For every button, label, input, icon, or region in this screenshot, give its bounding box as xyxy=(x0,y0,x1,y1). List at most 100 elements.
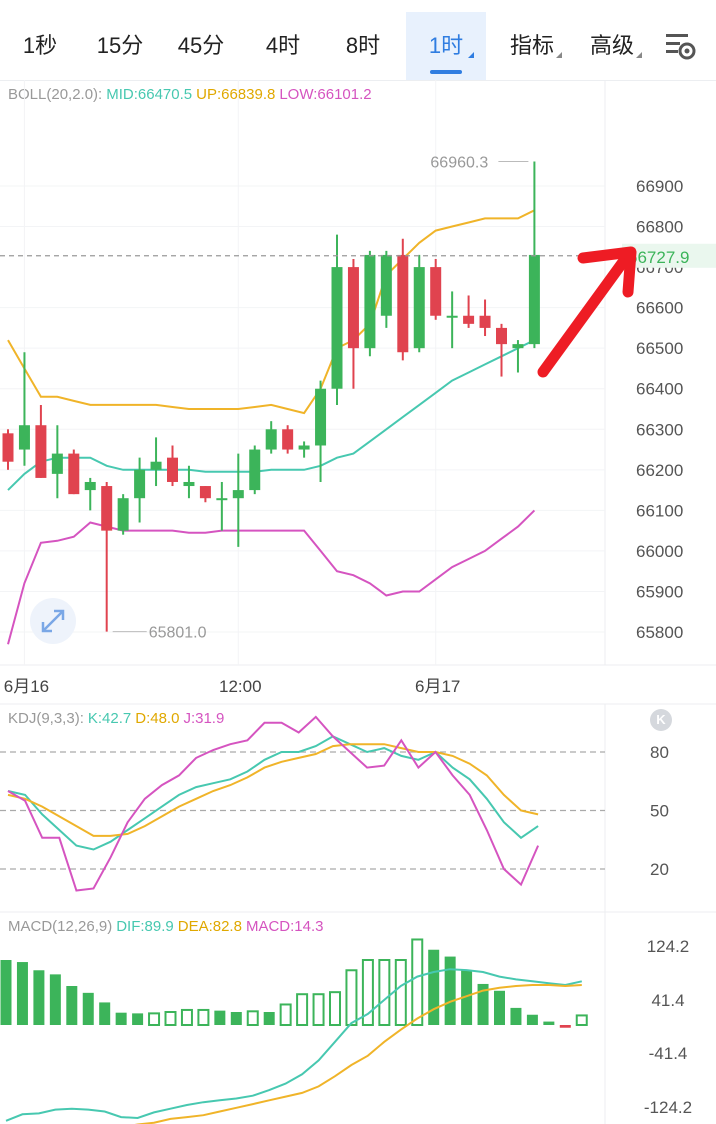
macd-dif-line xyxy=(5,968,583,1122)
kdj-legend-d: D:48.0 xyxy=(135,710,180,727)
candle-body xyxy=(479,315,491,328)
price-axis-tick: 66200 xyxy=(636,461,683,480)
candle-body xyxy=(364,254,376,349)
tab-advanced[interactable]: 高级 xyxy=(576,12,648,80)
kdj-legend-j: J:31.9 xyxy=(183,710,225,727)
macd-bar xyxy=(197,1008,210,1027)
price-axis-tick: 66600 xyxy=(636,299,683,318)
macd-bar xyxy=(428,949,440,1025)
price-axis-tick: 66100 xyxy=(636,501,683,520)
dropdown-triangle-icon xyxy=(468,52,474,58)
tab-label: 1秒 xyxy=(22,33,58,58)
price-axis-tick: 66000 xyxy=(636,542,683,561)
candle-body xyxy=(315,388,327,446)
price-axis-tick: 66900 xyxy=(636,177,683,196)
candle-body xyxy=(397,254,409,353)
tab-label: 8时 xyxy=(345,33,381,58)
macd-bar xyxy=(0,960,12,1025)
boll-legend-up: UP:66839.8 xyxy=(196,86,276,103)
candle-body xyxy=(84,481,96,491)
price-chart[interactable]: 65800 65900 66000 66100 66200 66300 66400 66500… xyxy=(0,80,716,1124)
tab-label: 高级 xyxy=(589,33,634,58)
price-axis-tick: 66800 xyxy=(636,218,683,237)
kdj-j-line xyxy=(7,715,540,892)
red-arrow-head xyxy=(577,246,637,298)
macd-legend-macd: MACD:14.3 xyxy=(245,918,324,935)
candle-body xyxy=(347,267,359,349)
time-axis-label: 6月17 xyxy=(415,677,460,696)
candle-body xyxy=(380,254,392,316)
boll-lower-line xyxy=(7,509,536,645)
macd-bar xyxy=(66,986,78,1025)
macd-bar xyxy=(444,956,456,1025)
candle-body xyxy=(51,453,63,474)
macd-legend: MACD(12,26,9) DIF:89.9 DEA:82.8 MACD:14.3 xyxy=(8,918,327,935)
candle-body xyxy=(35,425,47,478)
tab-15m[interactable]: 15分 xyxy=(84,12,156,80)
macd-bar xyxy=(132,1013,144,1025)
candle-body xyxy=(183,481,195,487)
tab-label: 1时 xyxy=(428,33,464,58)
macd-bar xyxy=(82,992,94,1025)
candle-body xyxy=(101,486,113,531)
candle-body xyxy=(430,267,442,316)
candle-body xyxy=(68,453,80,495)
boll-legend-mid: MID:66470.5 xyxy=(106,86,193,103)
boll-upper-line xyxy=(7,209,535,415)
macd-bar xyxy=(494,990,505,1025)
macd-bar xyxy=(296,993,309,1026)
candle-body xyxy=(134,469,146,499)
macd-bar xyxy=(246,1010,259,1027)
macd-bar xyxy=(279,1003,292,1027)
kdj-axis-tick: 20 xyxy=(650,860,669,879)
price-axis-tick: 65800 xyxy=(636,623,683,642)
macd-bar xyxy=(230,1012,242,1025)
kdj-axis-tick: 80 xyxy=(650,743,669,762)
tab-1s[interactable]: 1秒 xyxy=(6,12,74,80)
macd-bar xyxy=(461,970,473,1025)
macd-axis-tick: -124.2 xyxy=(644,1098,692,1117)
candle-body xyxy=(216,498,228,501)
candle-body xyxy=(413,267,425,349)
boll-legend: BOLL(20,2.0): MID:66470.5 UP:66839.8 LOW:66… xyxy=(8,86,376,103)
macd-bar xyxy=(99,1002,111,1025)
candle-body xyxy=(199,486,211,499)
boll-mid-line xyxy=(7,339,535,491)
macd-bar xyxy=(510,1007,522,1025)
kdj-legend-name: KDJ(9,3,3): xyxy=(8,710,84,727)
macd-bar xyxy=(378,959,391,1026)
macd-bar xyxy=(345,969,358,1027)
macd-bar xyxy=(180,1008,193,1027)
kdj-legend: KDJ(9,3,3): K:42.7 D:48.0 J:31.9 xyxy=(8,710,228,727)
expand-arrows-icon[interactable] xyxy=(30,598,76,644)
tab-45m[interactable]: 45分 xyxy=(164,12,238,80)
tab-label: 4时 xyxy=(265,33,301,58)
macd-bar xyxy=(526,1014,538,1025)
tab-label: 指标 xyxy=(509,33,554,58)
tab-8h[interactable]: 8时 xyxy=(328,12,398,80)
macd-bar xyxy=(16,962,28,1025)
candle-body xyxy=(496,327,507,345)
tab-indicators[interactable]: 指标 xyxy=(496,12,568,80)
min-price-annotation: 65801.0 xyxy=(149,625,207,642)
price-axis-tick: 66400 xyxy=(636,380,683,399)
chart-settings-icon[interactable] xyxy=(660,26,700,66)
macd-legend-name: MACD(12,26,9) xyxy=(8,918,113,935)
macd-axis-tick: -41.4 xyxy=(649,1044,688,1063)
boll-legend-name: BOLL(20,2.0): xyxy=(8,86,103,103)
macd-bar xyxy=(329,991,341,1027)
candle-body xyxy=(117,498,129,531)
tab-4h[interactable]: 4时 xyxy=(248,12,318,80)
red-arrow-icon xyxy=(537,256,629,378)
macd-bar xyxy=(559,1025,571,1028)
tab-1h[interactable]: 1时 xyxy=(406,12,486,80)
candle-body xyxy=(167,457,178,482)
price-axis-tick: 66300 xyxy=(636,420,683,439)
macd-bar xyxy=(411,938,424,1027)
candle-body xyxy=(331,267,343,389)
macd-bar xyxy=(543,1021,555,1025)
candle-body xyxy=(232,490,244,499)
candle-body xyxy=(249,449,261,491)
timeframe-tab-bar: 1秒 15分 45分 4时 8时 1时 指标 高级 xyxy=(0,0,716,81)
k-circle-icon[interactable]: K xyxy=(650,709,672,731)
